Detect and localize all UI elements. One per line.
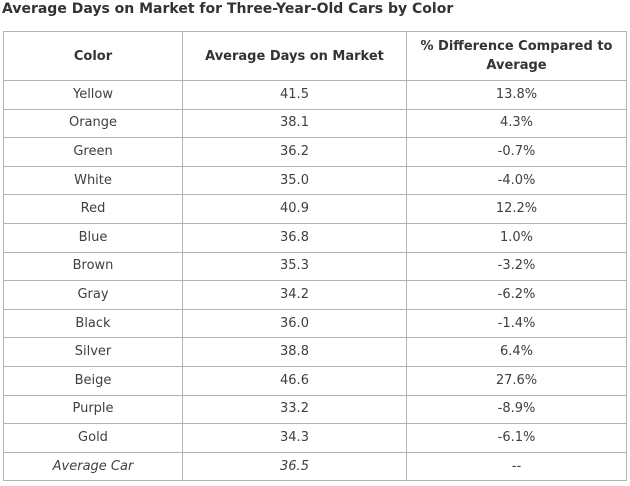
- days-cell: 41.5: [182, 80, 407, 110]
- difference-cell: 1.0%: [406, 222, 627, 253]
- days-cell: 35.0: [182, 165, 407, 196]
- color-cell: Gray: [3, 280, 183, 310]
- difference-cell: -3.2%: [406, 251, 627, 282]
- table-row: Orange 38.1 4.3%: [3, 108, 627, 139]
- color-cell: Orange: [3, 108, 183, 139]
- color-cell: Yellow: [3, 80, 183, 110]
- table-header-row: Color Average Days on Market % Differenc…: [3, 31, 627, 81]
- table-row: Yellow 41.5 13.8%: [3, 80, 627, 110]
- header-percent-difference: % Difference Compared to Average: [406, 31, 627, 81]
- difference-cell: 6.4%: [406, 337, 627, 367]
- days-on-market-table: Color Average Days on Market % Differenc…: [3, 31, 627, 482]
- table-row: White 35.0 -4.0%: [3, 165, 627, 196]
- days-cell: 34.2: [182, 280, 407, 310]
- table-row: Gold 34.3 -6.1%: [3, 423, 627, 453]
- color-cell: Silver: [3, 337, 183, 367]
- color-cell: Black: [3, 308, 183, 339]
- days-cell: 34.3: [182, 423, 407, 453]
- color-cell: White: [3, 165, 183, 196]
- difference-cell: -6.1%: [406, 423, 627, 453]
- header-color: Color: [3, 31, 183, 81]
- days-cell: 46.6: [182, 365, 407, 396]
- table-row: Blue 36.8 1.0%: [3, 222, 627, 253]
- color-cell: Beige: [3, 365, 183, 396]
- days-cell: 40.9: [182, 194, 407, 224]
- days-cell: 38.8: [182, 337, 407, 367]
- days-cell: 36.8: [182, 222, 407, 253]
- table-row: Beige 46.6 27.6%: [3, 365, 627, 396]
- average-row: Average Car 36.5 --: [3, 451, 627, 482]
- difference-cell: 4.3%: [406, 108, 627, 139]
- color-cell: Red: [3, 194, 183, 224]
- table-title: Average Days on Market for Three-Year-Ol…: [2, 1, 454, 17]
- days-cell: 33.2: [182, 394, 407, 425]
- days-cell: 35.3: [182, 251, 407, 282]
- difference-cell: 27.6%: [406, 365, 627, 396]
- color-cell: Gold: [3, 423, 183, 453]
- average-days-cell: 36.5: [182, 451, 407, 482]
- color-cell: Green: [3, 137, 183, 167]
- difference-cell: -4.0%: [406, 165, 627, 196]
- average-difference-cell: --: [406, 451, 627, 482]
- color-cell: Purple: [3, 394, 183, 425]
- table-row: Black 36.0 -1.4%: [3, 308, 627, 339]
- table-row: Silver 38.8 6.4%: [3, 337, 627, 367]
- header-average-days: Average Days on Market: [182, 31, 407, 81]
- difference-cell: -1.4%: [406, 308, 627, 339]
- days-cell: 36.2: [182, 137, 407, 167]
- color-cell: Brown: [3, 251, 183, 282]
- difference-cell: 13.8%: [406, 80, 627, 110]
- table-row: Gray 34.2 -6.2%: [3, 280, 627, 310]
- days-cell: 36.0: [182, 308, 407, 339]
- difference-cell: -0.7%: [406, 137, 627, 167]
- table-row: Red 40.9 12.2%: [3, 194, 627, 224]
- difference-cell: -6.2%: [406, 280, 627, 310]
- difference-cell: -8.9%: [406, 394, 627, 425]
- average-label-cell: Average Car: [3, 451, 183, 482]
- color-cell: Blue: [3, 222, 183, 253]
- days-cell: 38.1: [182, 108, 407, 139]
- table-row: Brown 35.3 -3.2%: [3, 251, 627, 282]
- table-row: Purple 33.2 -8.9%: [3, 394, 627, 425]
- difference-cell: 12.2%: [406, 194, 627, 224]
- table-row: Green 36.2 -0.7%: [3, 137, 627, 167]
